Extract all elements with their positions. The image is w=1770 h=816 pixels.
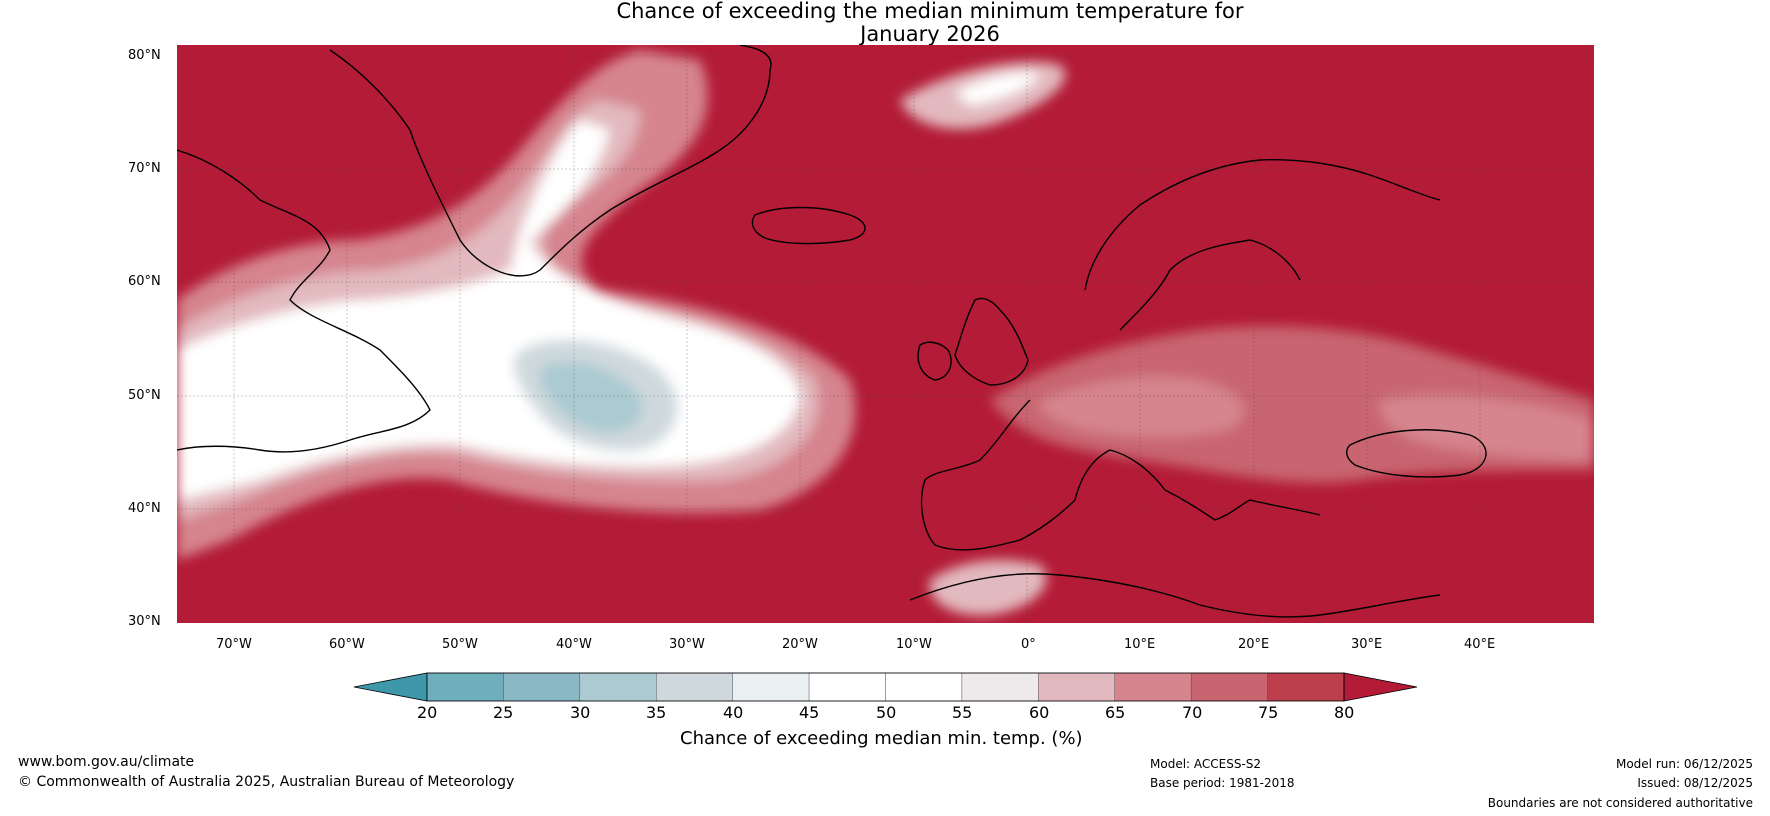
lon-label-0: 0° [1021,637,1036,652]
coast-iceland [751,206,866,245]
colorbar-tick: 35 [646,703,667,722]
footer-issued: Issued: 08/12/2025 [1637,776,1753,790]
lat-label-70: 70°N [128,161,161,176]
coast-north-africa [909,573,1441,618]
lat-label-80: 80°N [128,48,161,63]
field-band-east-70 [1379,394,1594,460]
colorbar-segment [961,672,1039,702]
footer-copyright: © Commonwealth of Australia 2025, Austra… [18,774,515,790]
footer-model-run: Model run: 06/12/2025 [1615,757,1753,771]
title-line-1: Chance of exceeding the median minimum t… [616,0,1244,23]
colorbar-tick: 55 [952,703,973,722]
colorbar-tick: 75 [1258,703,1279,722]
lon-label-50w: 50°W [442,637,478,652]
colorbar-tick: 40 [723,703,744,722]
lat-label-40: 40°N [128,501,161,516]
field-band-35 [539,361,643,433]
lon-label-30e: 30°E [1351,637,1383,652]
colorbar-segment [732,672,810,702]
coastlines [177,45,1487,618]
colorbar-segment [656,672,733,702]
colorbar-tick: 60 [1029,703,1050,722]
colorbar-tick: 50 [876,703,897,722]
colorbar-segment [1190,672,1268,702]
title-line-2: January 2026 [860,22,1000,46]
lat-label-50: 50°N [128,388,161,403]
chart-title: Chance of exceeding the median minimum t… [0,0,1770,46]
colorbar-tick: 45 [799,703,820,722]
field-band-europe-70 [1039,376,1245,438]
lon-label-10w: 10°W [896,637,932,652]
colorbar [353,672,1418,702]
colorbar-tick: 30 [570,703,591,722]
colorbar-segment [885,672,963,702]
colorbar-outline [426,672,1345,702]
colorbar-label: Chance of exceeding median min. temp. (%… [680,728,1083,749]
coast-europe [920,399,1321,551]
colorbar-tick: 70 [1182,703,1203,722]
colorbar-tick: 65 [1105,703,1126,722]
lon-label-30w: 30°W [669,637,705,652]
coast-ireland [917,341,952,381]
colorbar-under-triangle [353,672,428,702]
lon-label-40w: 40°W [556,637,592,652]
lon-label-70w: 70°W [216,637,252,652]
colorbar-tick: 20 [417,703,438,722]
footer-website: www.bom.gov.au/climate [18,754,195,770]
colorbar-segment [579,672,657,702]
lon-label-10e: 10°E [1124,637,1156,652]
footer-base-period: Base period: 1981-2018 [1150,776,1295,790]
lat-label-60: 60°N [128,274,161,289]
colorbar-over-triangle [1343,672,1418,702]
coast-britain [954,297,1029,386]
coast-scandinavia [1084,158,1441,331]
colorbar-segment [1267,672,1345,702]
field-patch-arctic-inner [958,72,1040,105]
probability-field [177,45,1594,623]
colorbar-segment [808,672,886,702]
footer-model: Model: ACCESS-S2 [1150,757,1262,771]
lon-label-20e: 20°E [1238,637,1270,652]
lon-label-40e: 40°E [1464,637,1496,652]
lat-label-30: 30°N [128,614,161,629]
graticule [177,45,1594,623]
coast-labrador [177,149,431,453]
colorbar-tick: 25 [493,703,514,722]
colorbar-segment [1038,672,1115,702]
colorbar-tick: 80 [1334,703,1355,722]
footer-disclaimer: Boundaries are not considered authoritat… [1487,796,1753,810]
coast-greenland [329,45,772,277]
colorbar-segment [1114,672,1192,702]
colorbar-segment [503,672,581,702]
lon-label-60w: 60°W [329,637,365,652]
colorbar-segment [426,672,504,702]
coast-black-sea [1346,429,1487,478]
lon-label-20w: 20°W [782,637,818,652]
